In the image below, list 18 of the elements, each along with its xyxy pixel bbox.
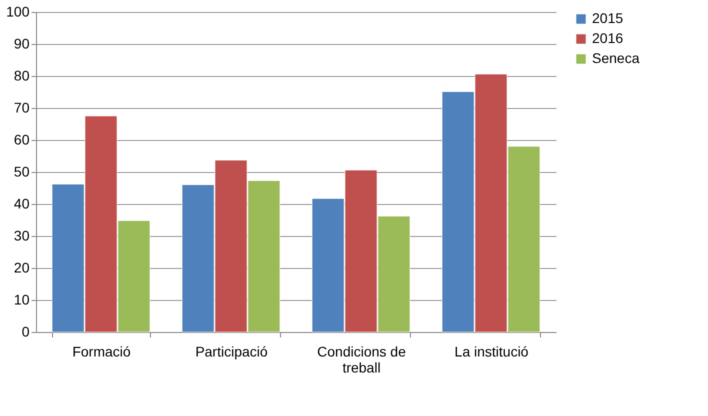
y-tick-label: 70 — [14, 100, 30, 116]
y-tick-label: 90 — [14, 36, 30, 52]
legend-label: Seneca — [592, 50, 640, 66]
x-tick-label: Participació — [195, 344, 268, 360]
y-tick-label: 50 — [14, 164, 30, 180]
legend-label: 2016 — [592, 30, 624, 46]
y-tick-label: 0 — [22, 324, 30, 340]
x-tick-label: Formació — [72, 344, 131, 360]
y-tick-label: 20 — [14, 260, 30, 276]
y-tick-label: 80 — [14, 68, 30, 84]
y-tick-label: 100 — [6, 4, 30, 20]
x-tick-label: La institució — [454, 344, 529, 360]
y-tick-label: 10 — [14, 292, 30, 308]
legend-label: 2015 — [592, 10, 624, 26]
y-tick-label: 60 — [14, 132, 30, 148]
x-tick-label: Condicions de treball — [317, 344, 406, 376]
y-tick-label: 30 — [14, 228, 30, 244]
y-tick-label: 40 — [14, 196, 30, 212]
